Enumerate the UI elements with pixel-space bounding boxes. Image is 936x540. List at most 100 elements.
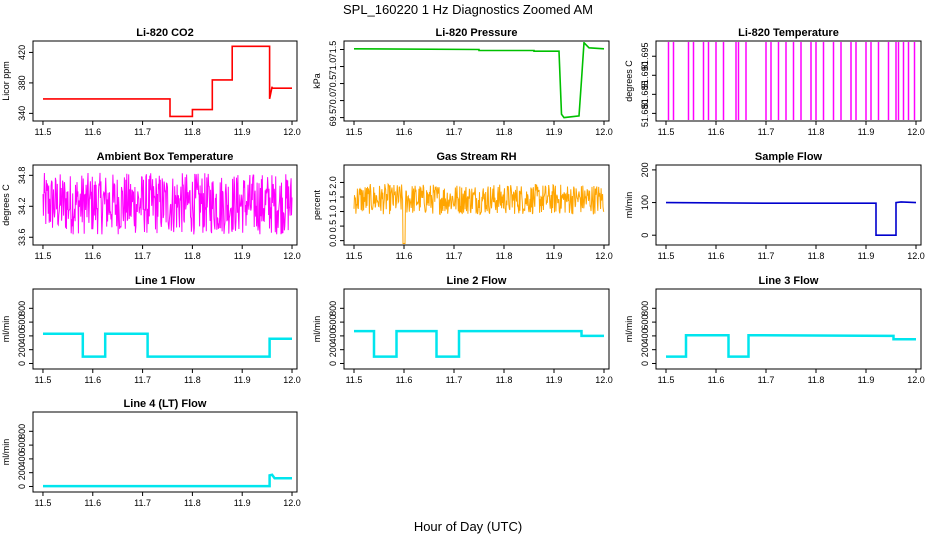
x-tick-label: 11.6 <box>708 375 725 385</box>
panel-title: Ambient Box Temperature <box>97 151 234 163</box>
plot-frame <box>32 40 298 122</box>
series-line <box>42 172 293 235</box>
y-axis-label: degrees C <box>624 60 634 102</box>
x-tick-label: 11.5 <box>346 375 363 385</box>
x-tick-label: 11.7 <box>134 375 151 385</box>
y-tick-label: 0.0 <box>328 234 338 247</box>
y-tick-label: 2.0 <box>328 176 338 189</box>
x-tick-label: 11.6 <box>84 127 101 137</box>
plot-frame <box>32 288 298 370</box>
y-tick-label: 600 <box>17 438 27 453</box>
panel-title: Line 4 (LT) Flow <box>124 398 207 410</box>
panel-title: Line 2 Flow <box>447 275 507 287</box>
y-tick-label: 400 <box>640 328 650 343</box>
y-tick-label: 600 <box>17 315 27 330</box>
x-tick-label: 11.9 <box>546 375 563 385</box>
x-tick-label: 12.0 <box>907 127 925 137</box>
x-tick-label: 11.8 <box>496 375 513 385</box>
x-tick-label: 11.6 <box>84 251 101 261</box>
plot-frame <box>655 40 922 122</box>
y-tick-label: 400 <box>328 328 338 343</box>
y-tick-label: 34.2 <box>17 198 27 216</box>
panel-2: Li-820 Pressure kPa 11.5 11.6 11.7 11.8 11.9 12… <box>312 27 613 137</box>
y-tick-label: 1.5 <box>328 191 338 204</box>
plot-frame <box>32 411 298 493</box>
y-tick-label: 200 <box>17 342 27 357</box>
y-tick-label: 0 <box>328 361 338 366</box>
y-tick-label: 70.5 <box>328 75 338 93</box>
panel-title: Line 1 Flow <box>135 275 195 287</box>
y-axis-label: ml/min <box>624 316 634 343</box>
y-axis-label: percent <box>312 189 322 220</box>
y-tick-label: 33.6 <box>17 228 27 246</box>
y-tick-label: 420 <box>17 45 27 60</box>
y-tick-label: 800 <box>17 424 27 439</box>
series-line <box>43 473 292 488</box>
x-tick-label: 11.9 <box>234 498 251 508</box>
series-line <box>665 201 917 236</box>
y-tick-label: 0 <box>640 233 650 238</box>
y-tick-label: 71.0 <box>328 58 338 76</box>
series-line <box>43 332 292 358</box>
panel-title: Li-820 Pressure <box>436 27 518 39</box>
panel-10: Line 4 (LT) Flow ml/min 11.5 11.6 11.7 11.8 11… <box>1 398 301 508</box>
x-tick-label: 11.7 <box>446 375 463 385</box>
y-axis-label: ml/min <box>312 316 322 343</box>
y-tick-label: 0 <box>17 484 27 489</box>
x-tick-label: 11.5 <box>35 498 52 508</box>
x-tick-label: 11.7 <box>758 375 775 385</box>
x-tick-label: 11.7 <box>134 127 151 137</box>
x-tick-label: 11.5 <box>35 251 52 261</box>
y-tick-label: 0 <box>17 361 27 366</box>
x-tick-label: 12.0 <box>595 251 613 261</box>
series-line <box>666 333 916 358</box>
x-tick-label: 11.5 <box>35 375 52 385</box>
y-tick-label: 70.0 <box>328 92 338 110</box>
x-tick-label: 11.8 <box>808 127 825 137</box>
x-tick-label: 11.8 <box>496 251 513 261</box>
y-tick-label: 100 <box>640 195 650 210</box>
plot-frame <box>655 164 922 246</box>
y-tick-label: 800 <box>640 301 650 316</box>
x-tick-label: 11.5 <box>658 127 675 137</box>
x-tick-label: 11.9 <box>858 251 875 261</box>
plot-frame <box>32 164 298 246</box>
y-tick-label: 0.5 <box>328 220 338 233</box>
y-tick-label: 51.685 <box>640 81 650 109</box>
data-group <box>42 172 293 235</box>
y-axis-label: ml/min <box>624 192 634 219</box>
x-tick-label: 11.8 <box>184 498 201 508</box>
y-tick-label: 380 <box>17 75 27 90</box>
y-axis-label: Licor ppm <box>1 61 11 101</box>
x-tick-label: 12.0 <box>907 251 925 261</box>
x-tick-label: 11.9 <box>858 127 875 137</box>
x-tick-label: 11.6 <box>84 375 101 385</box>
panel-title: Sample Flow <box>755 151 823 163</box>
panel-title: Line 3 Flow <box>759 275 819 287</box>
y-tick-label: 200 <box>17 465 27 480</box>
x-tick-label: 11.7 <box>758 251 775 261</box>
x-tick-label: 11.8 <box>184 251 201 261</box>
x-tick-label: 12.0 <box>595 375 613 385</box>
y-tick-label: 51.690 <box>640 62 650 90</box>
x-tick-label: 11.8 <box>808 375 825 385</box>
data-group <box>666 333 916 358</box>
y-tick-label: 69.5 <box>328 109 338 127</box>
data-group <box>43 473 292 488</box>
x-tick-label: 11.9 <box>546 127 563 137</box>
plot-frame <box>343 40 610 122</box>
x-tick-label: 11.5 <box>658 375 675 385</box>
y-tick-label: 340 <box>17 106 27 121</box>
panel-7: Line 1 Flow ml/min 11.5 11.6 11.7 11.8 11.9 12.… <box>1 275 301 385</box>
x-tick-label: 12.0 <box>283 127 301 137</box>
y-axis-label: ml/min <box>1 439 11 466</box>
series-line <box>354 329 604 358</box>
y-tick-label: 800 <box>328 301 338 316</box>
x-tick-label: 11.7 <box>446 251 463 261</box>
y-tick-label: 1.0 <box>328 205 338 218</box>
x-tick-label: 11.6 <box>84 498 101 508</box>
x-tick-label: 11.5 <box>346 251 363 261</box>
x-tick-label: 11.6 <box>396 127 413 137</box>
panel-3: Li-820 Temperature degrees C 11.5 11.6 11.7 1… <box>624 27 925 137</box>
